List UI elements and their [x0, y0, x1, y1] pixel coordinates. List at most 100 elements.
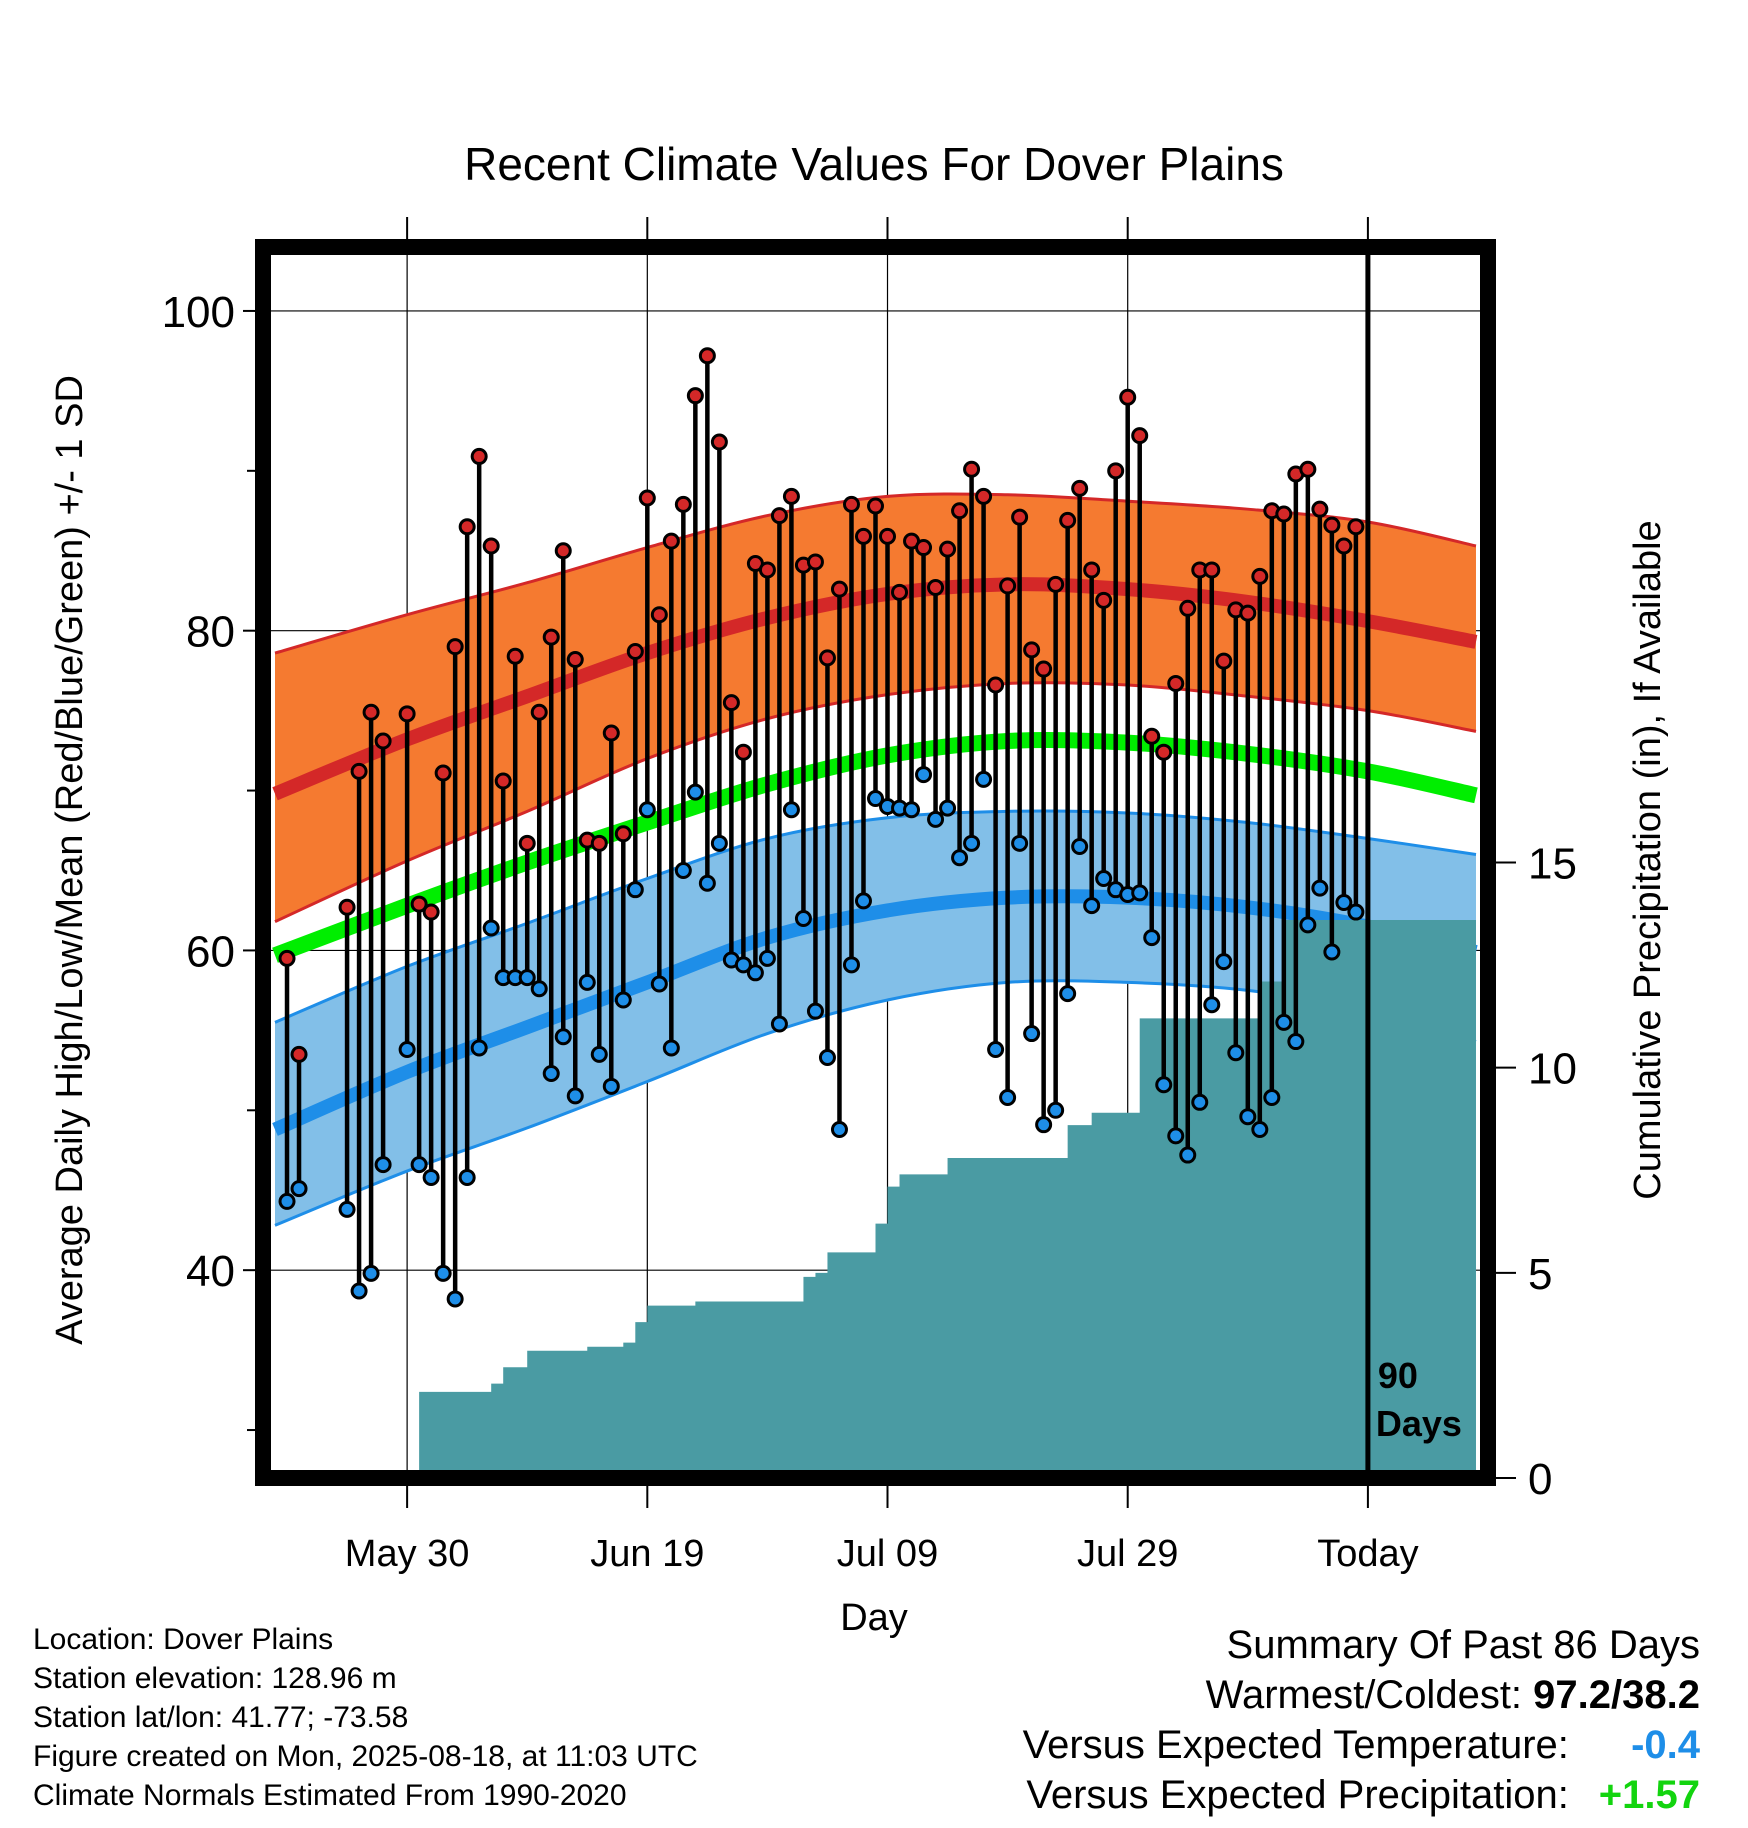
daily-high-point — [686, 387, 704, 405]
daily-high-point — [867, 497, 884, 515]
daily-high-point — [638, 489, 656, 507]
daily-low-point — [830, 1120, 848, 1138]
y2-tick-label: 5 — [1528, 1250, 1552, 1299]
daily-high-point — [506, 647, 524, 665]
daily-high-point — [915, 539, 933, 557]
daily-high-point — [1047, 575, 1065, 593]
daily-low-point — [1071, 838, 1089, 856]
days-label-number: 90 — [1378, 1355, 1418, 1396]
warm-cold-label: Warmest/Coldest: — [1205, 1673, 1523, 1717]
daily-low-point — [1347, 903, 1365, 921]
daily-low-point — [422, 1168, 440, 1186]
daily-high-point — [975, 487, 993, 505]
daily-high-point — [1299, 460, 1317, 478]
x-tick-label: Jul 09 — [837, 1533, 938, 1575]
daily-high-point — [999, 577, 1017, 595]
daily-high-point — [434, 764, 452, 782]
daily-low-point — [698, 874, 716, 892]
x-tick-label: Jun 19 — [590, 1533, 704, 1575]
summary-precip: Versus Expected Precipitation: +1.57 — [1023, 1770, 1700, 1820]
days-label-text: Days — [1376, 1403, 1462, 1444]
daily-low-point — [638, 801, 656, 819]
daily-high-point — [806, 553, 824, 571]
x-tick-label: May 30 — [345, 1533, 470, 1575]
daily-high-point — [842, 495, 860, 513]
daily-low-point — [1191, 1093, 1209, 1111]
y2-tick-label: 10 — [1528, 1045, 1577, 1094]
daily-high-point — [1155, 743, 1173, 761]
daily-low-point — [1203, 996, 1221, 1014]
daily-low-point — [1263, 1089, 1281, 1107]
daily-low-point — [1011, 834, 1029, 852]
daily-high-point — [1203, 561, 1221, 579]
summary-warm-cold: Warmest/Coldest: 97.2/38.2 — [1023, 1670, 1700, 1720]
daily-high-point — [458, 518, 476, 536]
daily-low-point — [806, 1002, 824, 1020]
daily-low-point — [1083, 897, 1101, 915]
daily-high-point — [722, 694, 740, 712]
precip-value: +1.57 — [1598, 1773, 1700, 1817]
precip-label: Versus Expected Precipitation: — [1026, 1773, 1569, 1817]
daily-low-point — [903, 801, 921, 819]
daily-high-point — [410, 895, 428, 913]
daily-low-point — [1035, 1116, 1053, 1134]
daily-high-point — [939, 540, 957, 558]
daily-low-point — [927, 810, 945, 828]
daily-high-point — [518, 834, 536, 852]
daily-high-point — [1323, 516, 1341, 534]
daily-low-point — [1239, 1108, 1257, 1126]
daily-low-point — [278, 1192, 296, 1210]
daily-low-point — [1131, 884, 1149, 902]
daily-high-point — [987, 676, 1005, 694]
y-tick-label: 80 — [186, 608, 235, 657]
daily-high-point — [951, 502, 969, 520]
daily-low-point — [746, 964, 764, 982]
daily-low-point — [458, 1168, 476, 1186]
chart-title: Recent Climate Values For Dover Plains — [464, 138, 1284, 190]
daily-high-point — [963, 460, 981, 478]
daily-high-point — [494, 772, 512, 790]
daily-low-point — [1167, 1127, 1185, 1145]
daily-high-point — [542, 628, 560, 646]
daily-high-point — [770, 507, 788, 525]
daily-low-point — [482, 919, 500, 937]
daily-high-point — [1083, 561, 1101, 579]
daily-high-point — [1347, 518, 1365, 536]
latlon-text: Station lat/lon: 41.77; -73.58 — [33, 1701, 409, 1734]
daily-high-point — [1215, 652, 1233, 670]
y-tick-label: 40 — [186, 1247, 235, 1296]
low-sd-band-upper-edge — [274, 809, 1477, 1024]
plot-area: 90 Days 40 60 80 100 0 5 10 15 May 30 Jun 19 Jul 09 J… — [162, 217, 1577, 1575]
summary-temp: Versus Expected Temperature: -0.4 — [1023, 1720, 1700, 1770]
warm-cold-value: 97.2/38.2 — [1533, 1673, 1700, 1717]
daily-high-point — [350, 762, 368, 780]
daily-low-point — [410, 1156, 428, 1174]
daily-low-point — [1047, 1101, 1065, 1119]
daily-low-point — [854, 892, 872, 910]
y2-axis-label: Cumulative Precipitation (in), If Availa… — [1627, 520, 1669, 1199]
temp-label: Versus Expected Temperature: — [1022, 1723, 1569, 1767]
daily-high-point — [1119, 388, 1137, 406]
daily-high-point — [1335, 537, 1353, 555]
x-tick-label: Jul 29 — [1077, 1533, 1178, 1575]
daily-low-point — [1287, 1033, 1305, 1051]
daily-high-point — [1107, 462, 1125, 480]
daily-high-point — [698, 347, 716, 365]
daily-low-point — [770, 1015, 788, 1033]
daily-low-point — [1299, 916, 1317, 934]
daily-high-point — [758, 561, 776, 579]
daily-low-point — [674, 861, 692, 879]
summary-title: Summary Of Past 86 Days — [1226, 1623, 1700, 1667]
daily-low-point — [338, 1200, 356, 1218]
daily-low-point — [530, 980, 548, 998]
daily-high-point — [782, 487, 800, 505]
daily-high-point — [566, 650, 584, 668]
daily-high-point — [674, 495, 692, 513]
daily-low-point — [951, 849, 969, 867]
daily-high-point — [927, 579, 945, 597]
daily-low-point — [686, 783, 704, 801]
x-axis-label: Day — [840, 1597, 908, 1639]
daily-low-point — [1059, 985, 1077, 1003]
daily-low-point — [1095, 869, 1113, 887]
